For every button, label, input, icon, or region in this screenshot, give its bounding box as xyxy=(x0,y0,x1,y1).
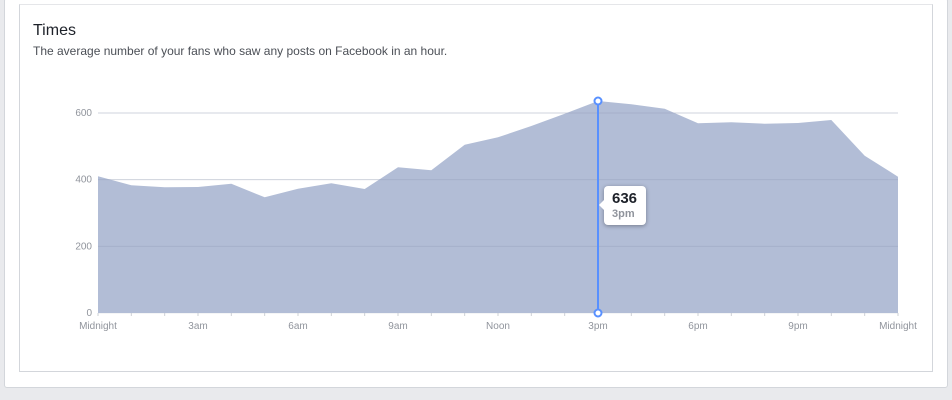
card-subtitle: The average number of your fans who saw … xyxy=(33,44,448,58)
y-tick-label-200: 200 xyxy=(75,241,92,252)
x-tick-label-3: 9am xyxy=(388,321,407,332)
hover-point-bottom xyxy=(593,308,603,318)
x-tick-label-6: 6pm xyxy=(688,321,707,332)
x-tick-label-7: 9pm xyxy=(788,321,807,332)
hover-point-top xyxy=(593,96,603,106)
area-path xyxy=(98,101,898,313)
x-tick-label-4: Noon xyxy=(486,321,510,332)
x-tick-label-0: Midnight xyxy=(79,321,117,332)
x-axis-ticks: Midnight 3am 6am 9am Noon 3pm 6pm 9pm Midnight xyxy=(79,313,917,332)
value-tooltip: 636 3pm xyxy=(599,186,646,225)
x-tick-label-2: 6am xyxy=(288,321,307,332)
x-tick-label-1: 3am xyxy=(188,321,207,332)
y-axis-ticks: 0 200 400 600 xyxy=(75,108,92,319)
tooltip-value: 636 xyxy=(612,190,638,207)
x-tick-label-5: 3pm xyxy=(588,321,607,332)
tooltip-time: 3pm xyxy=(612,208,635,220)
x-tick-label-8: Midnight xyxy=(879,321,917,332)
y-tick-label-400: 400 xyxy=(75,175,92,186)
y-tick-label-600: 600 xyxy=(75,108,92,119)
area-series xyxy=(98,101,898,313)
hover-marker xyxy=(593,96,603,318)
y-tick-label-0: 0 xyxy=(86,308,92,319)
card-title: Times xyxy=(33,22,76,39)
